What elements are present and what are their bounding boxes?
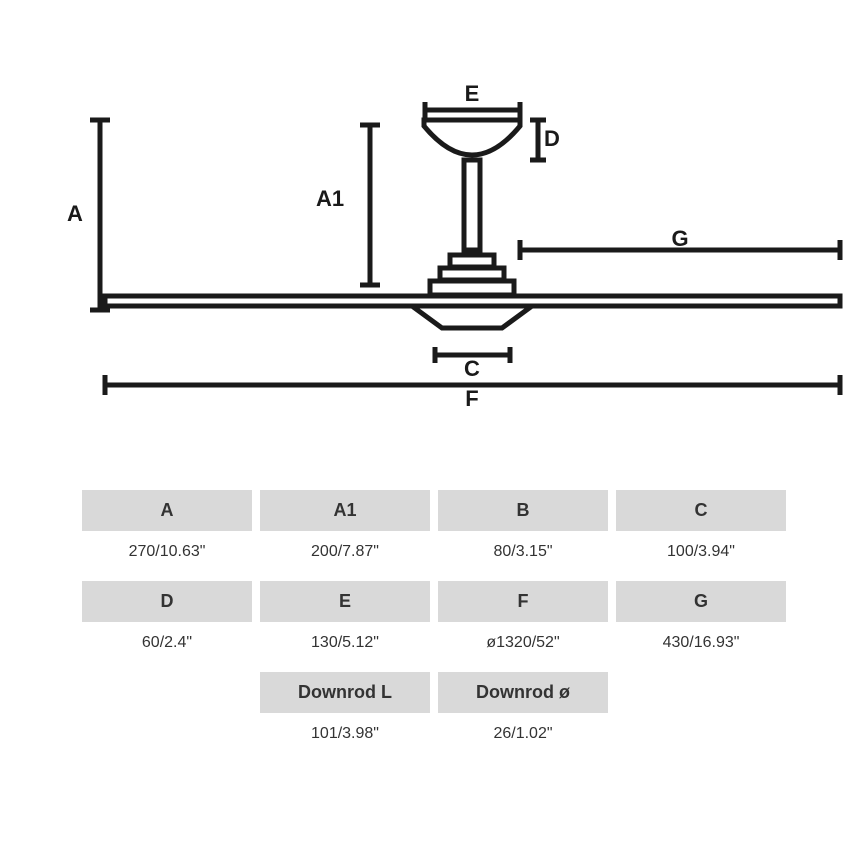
dim-header: D [82,581,252,622]
dim-header: C [616,490,786,531]
svg-text:G: G [671,226,688,251]
dim-value: 26/1.02" [438,713,608,763]
dim-value: 130/5.12" [260,622,430,672]
dim-header: A [82,490,252,531]
dim-value: 430/16.93" [616,622,786,672]
dimension-table: AA1BC 270/10.63"200/7.87"80/3.15"100/3.94… [40,490,828,763]
svg-text:D: D [544,126,560,151]
svg-text:A1: A1 [316,186,344,211]
dim-value: 80/3.15" [438,531,608,581]
dim-header: E [260,581,430,622]
dim-header: B [438,490,608,531]
fan-dimension-diagram: A A1 C D E F G [40,40,828,460]
spec-sheet: AA1CDEFG AA1BC270/10.63"200/7.87"80/3.15… [0,0,868,868]
dim-header: F [438,581,608,622]
dim-value: 270/10.63" [82,531,252,581]
dim-value: 200/7.87" [260,531,430,581]
dim-header: Downrod L [260,672,430,713]
dim-header: A1 [260,490,430,531]
svg-text:C: C [464,356,480,381]
diagram-svg: A A1 C D E F G [40,40,868,460]
dim-header: G [616,581,786,622]
svg-text:A: A [67,201,83,226]
dim-header: Downrod ø [438,672,608,713]
svg-text:E: E [465,81,480,106]
dim-value: 100/3.94" [616,531,786,581]
dim-value: ø1320/52" [438,622,608,672]
dim-value: 101/3.98" [260,713,430,763]
svg-text:F: F [465,386,478,411]
dim-value: 60/2.4" [82,622,252,672]
